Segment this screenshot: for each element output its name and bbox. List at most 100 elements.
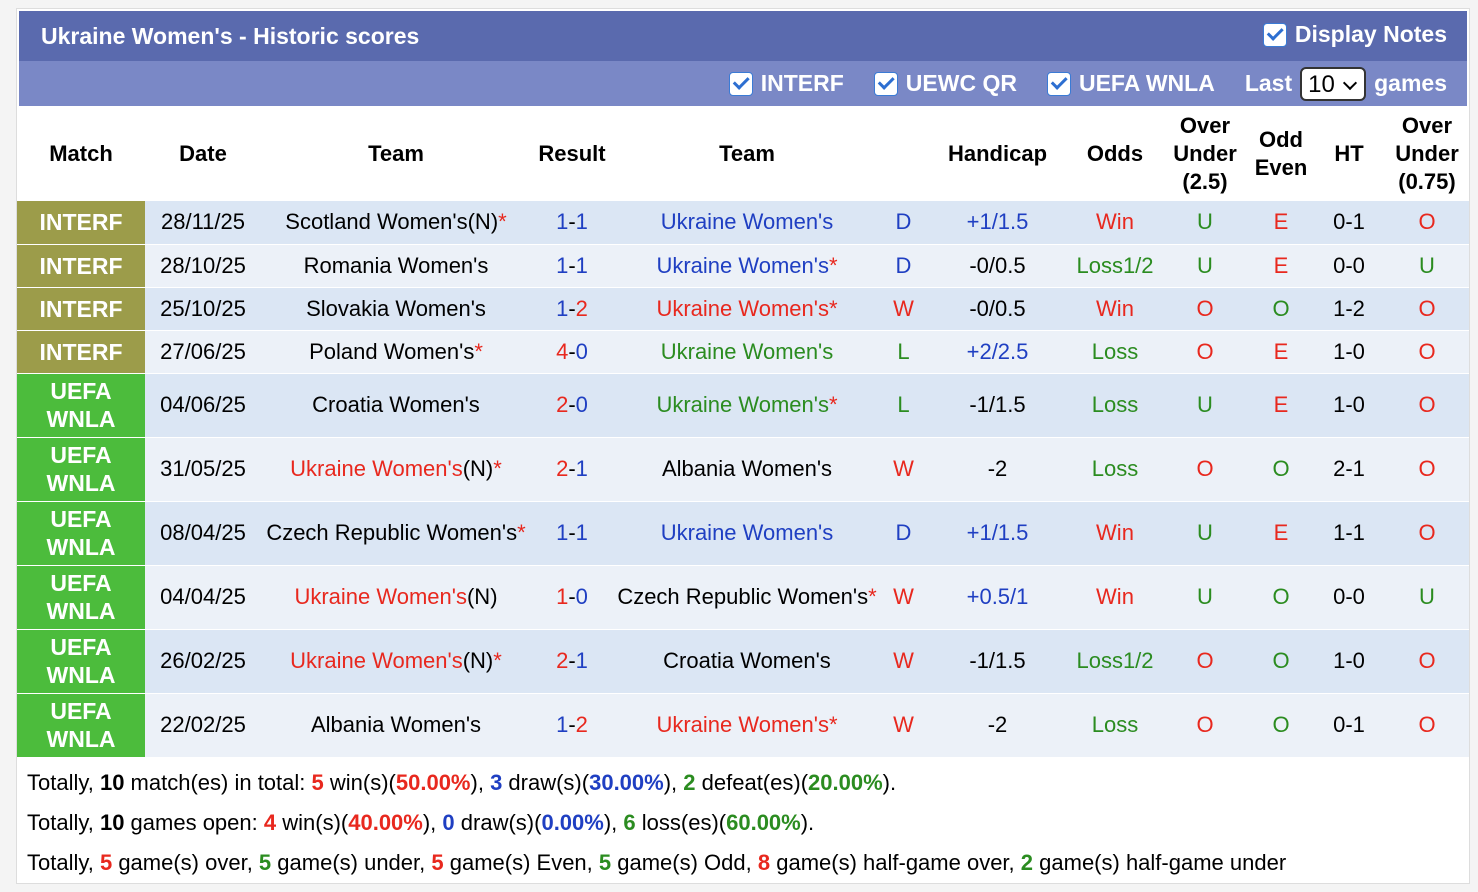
team-name: Ukraine Women's bbox=[290, 648, 463, 673]
cell-text: D bbox=[895, 252, 912, 278]
away-score: 2 bbox=[575, 295, 588, 321]
scores-table: Match Date Team Result Team Handicap Odds Over … bbox=[17, 106, 1469, 758]
games-select[interactable]: 10 bbox=[1300, 66, 1367, 101]
column-header: HT bbox=[1313, 106, 1385, 201]
odds: Win bbox=[1069, 287, 1161, 331]
team-name: Ukraine Women's bbox=[660, 520, 834, 545]
star-mark: * bbox=[474, 338, 483, 364]
cell-text: Loss1/2 bbox=[1076, 648, 1154, 673]
summary-text: ), bbox=[422, 810, 443, 835]
ou-075: U bbox=[1385, 565, 1469, 630]
header-row: Match Date Team Result Team Handicap Odds Over … bbox=[17, 106, 1469, 201]
home-team: Scotland Women's(N)* bbox=[261, 201, 531, 245]
home-score: 1 bbox=[556, 712, 569, 737]
checkbox[interactable] bbox=[728, 71, 753, 96]
odds: Loss bbox=[1069, 437, 1161, 502]
cell-text: 1-0 bbox=[1333, 392, 1365, 417]
neutral-mark: (N) bbox=[462, 648, 494, 673]
cell-text: Loss bbox=[1091, 392, 1139, 417]
cell-text: Win bbox=[1096, 209, 1134, 235]
score-sep: - bbox=[568, 338, 576, 364]
home-score: 4 bbox=[556, 338, 569, 364]
date: 26/02/25 bbox=[145, 629, 261, 694]
display-notes[interactable]: Display Notes bbox=[1262, 21, 1447, 48]
away-score: 1 bbox=[575, 209, 588, 235]
oe: O bbox=[1249, 287, 1313, 331]
team-name: Ukraine Women's bbox=[660, 209, 834, 235]
cell-text: L bbox=[897, 338, 910, 364]
ou: O bbox=[1161, 437, 1249, 502]
star-mark: * bbox=[517, 520, 526, 545]
match-type: UEFA WNLA bbox=[17, 693, 145, 758]
checkbox[interactable] bbox=[1262, 22, 1287, 47]
outcome: D bbox=[881, 201, 926, 245]
neutral-mark: (N) bbox=[466, 584, 498, 609]
filter-label[interactable]: INTERF bbox=[760, 70, 844, 96]
ou-075: U bbox=[1385, 244, 1469, 288]
cell-text: O bbox=[1272, 648, 1290, 673]
filter-label[interactable]: UEWC QR bbox=[905, 70, 1017, 96]
star-mark: * bbox=[493, 456, 502, 481]
ht: 1-0 bbox=[1313, 629, 1385, 694]
ou: U bbox=[1161, 244, 1249, 288]
summary-text: 2 bbox=[1020, 850, 1034, 875]
odds: Loss1/2 bbox=[1069, 244, 1161, 288]
team-name: Ukraine Women's bbox=[660, 338, 834, 364]
date: 27/06/25 bbox=[145, 330, 261, 374]
summary-text: game(s) half-game under bbox=[1033, 850, 1287, 875]
star-mark: * bbox=[498, 209, 507, 235]
away-team: Ukraine Women's* bbox=[613, 287, 881, 331]
summary-text: 10 bbox=[99, 810, 125, 835]
cell-text: -2 bbox=[987, 712, 1008, 737]
cell-text: 0-1 bbox=[1333, 712, 1365, 737]
score-sep: - bbox=[568, 520, 576, 545]
team-name: Romania Women's bbox=[303, 252, 489, 278]
team-name: Ukraine Women's bbox=[290, 456, 463, 481]
home-team: Poland Women's* bbox=[261, 330, 531, 374]
neutral-mark: (N) bbox=[462, 456, 494, 481]
star-mark: * bbox=[828, 392, 838, 417]
panel: Ukraine Women's - Historic scores Displa… bbox=[16, 8, 1470, 884]
summary-text: ), bbox=[663, 770, 684, 795]
ht: 0-1 bbox=[1313, 201, 1385, 245]
summary: Totally, 10 match(es) in total: 5 win(s)… bbox=[27, 763, 1286, 883]
summary-text: 4 bbox=[263, 810, 277, 835]
date: 31/05/25 bbox=[145, 437, 261, 502]
cell-text: O bbox=[1418, 338, 1436, 364]
cell-text: L bbox=[897, 392, 910, 417]
cell-text: -0/0.5 bbox=[969, 295, 1026, 321]
cell-text: -1/1.5 bbox=[969, 648, 1026, 673]
checkbox[interactable] bbox=[1046, 71, 1071, 96]
score-sep: - bbox=[568, 584, 576, 609]
cell-text: 1-1 bbox=[1333, 520, 1365, 545]
summary-text: game(s) half-game over, bbox=[770, 850, 1021, 875]
summary-text: ), bbox=[470, 770, 491, 795]
display-notes-label[interactable]: Display Notes bbox=[1294, 21, 1447, 47]
ou-075: O bbox=[1385, 330, 1469, 374]
team-name: Poland Women's bbox=[309, 338, 475, 364]
filter-label[interactable]: UEFA WNLA bbox=[1078, 70, 1215, 96]
cell-text: O bbox=[1272, 295, 1290, 321]
summary-text: 6 bbox=[623, 810, 636, 835]
cell-text: O bbox=[1418, 392, 1436, 417]
cell-text: O bbox=[1418, 712, 1436, 737]
summary-text: 20.00% bbox=[808, 770, 883, 795]
home-score: 2 bbox=[556, 392, 569, 417]
summary-text: defeat(es)( bbox=[695, 770, 809, 795]
summary-text: 5 bbox=[598, 850, 612, 875]
ou-075: O bbox=[1385, 629, 1469, 694]
home-team: Romania Women's bbox=[261, 244, 531, 288]
table-body: INTERF 28/11/25 Scotland Women's(N)* 1-1 Ukr… bbox=[17, 201, 1469, 758]
home-team: Ukraine Women's(N)* bbox=[261, 629, 531, 694]
odds: Win bbox=[1069, 565, 1161, 630]
games-label: games bbox=[1374, 70, 1447, 96]
team-name: Ukraine Women's bbox=[656, 392, 829, 417]
checkbox[interactable] bbox=[873, 71, 898, 96]
match-row: INTERF 28/10/25 Romania Women's 1-1 Ukraine … bbox=[17, 244, 1469, 288]
cell-text: W bbox=[893, 648, 914, 673]
score-sep: - bbox=[568, 712, 576, 737]
handicap: -2 bbox=[926, 693, 1069, 758]
cell-text: O bbox=[1272, 584, 1290, 609]
summary-text: game(s) over, bbox=[112, 850, 259, 875]
ht: 0-1 bbox=[1313, 693, 1385, 758]
